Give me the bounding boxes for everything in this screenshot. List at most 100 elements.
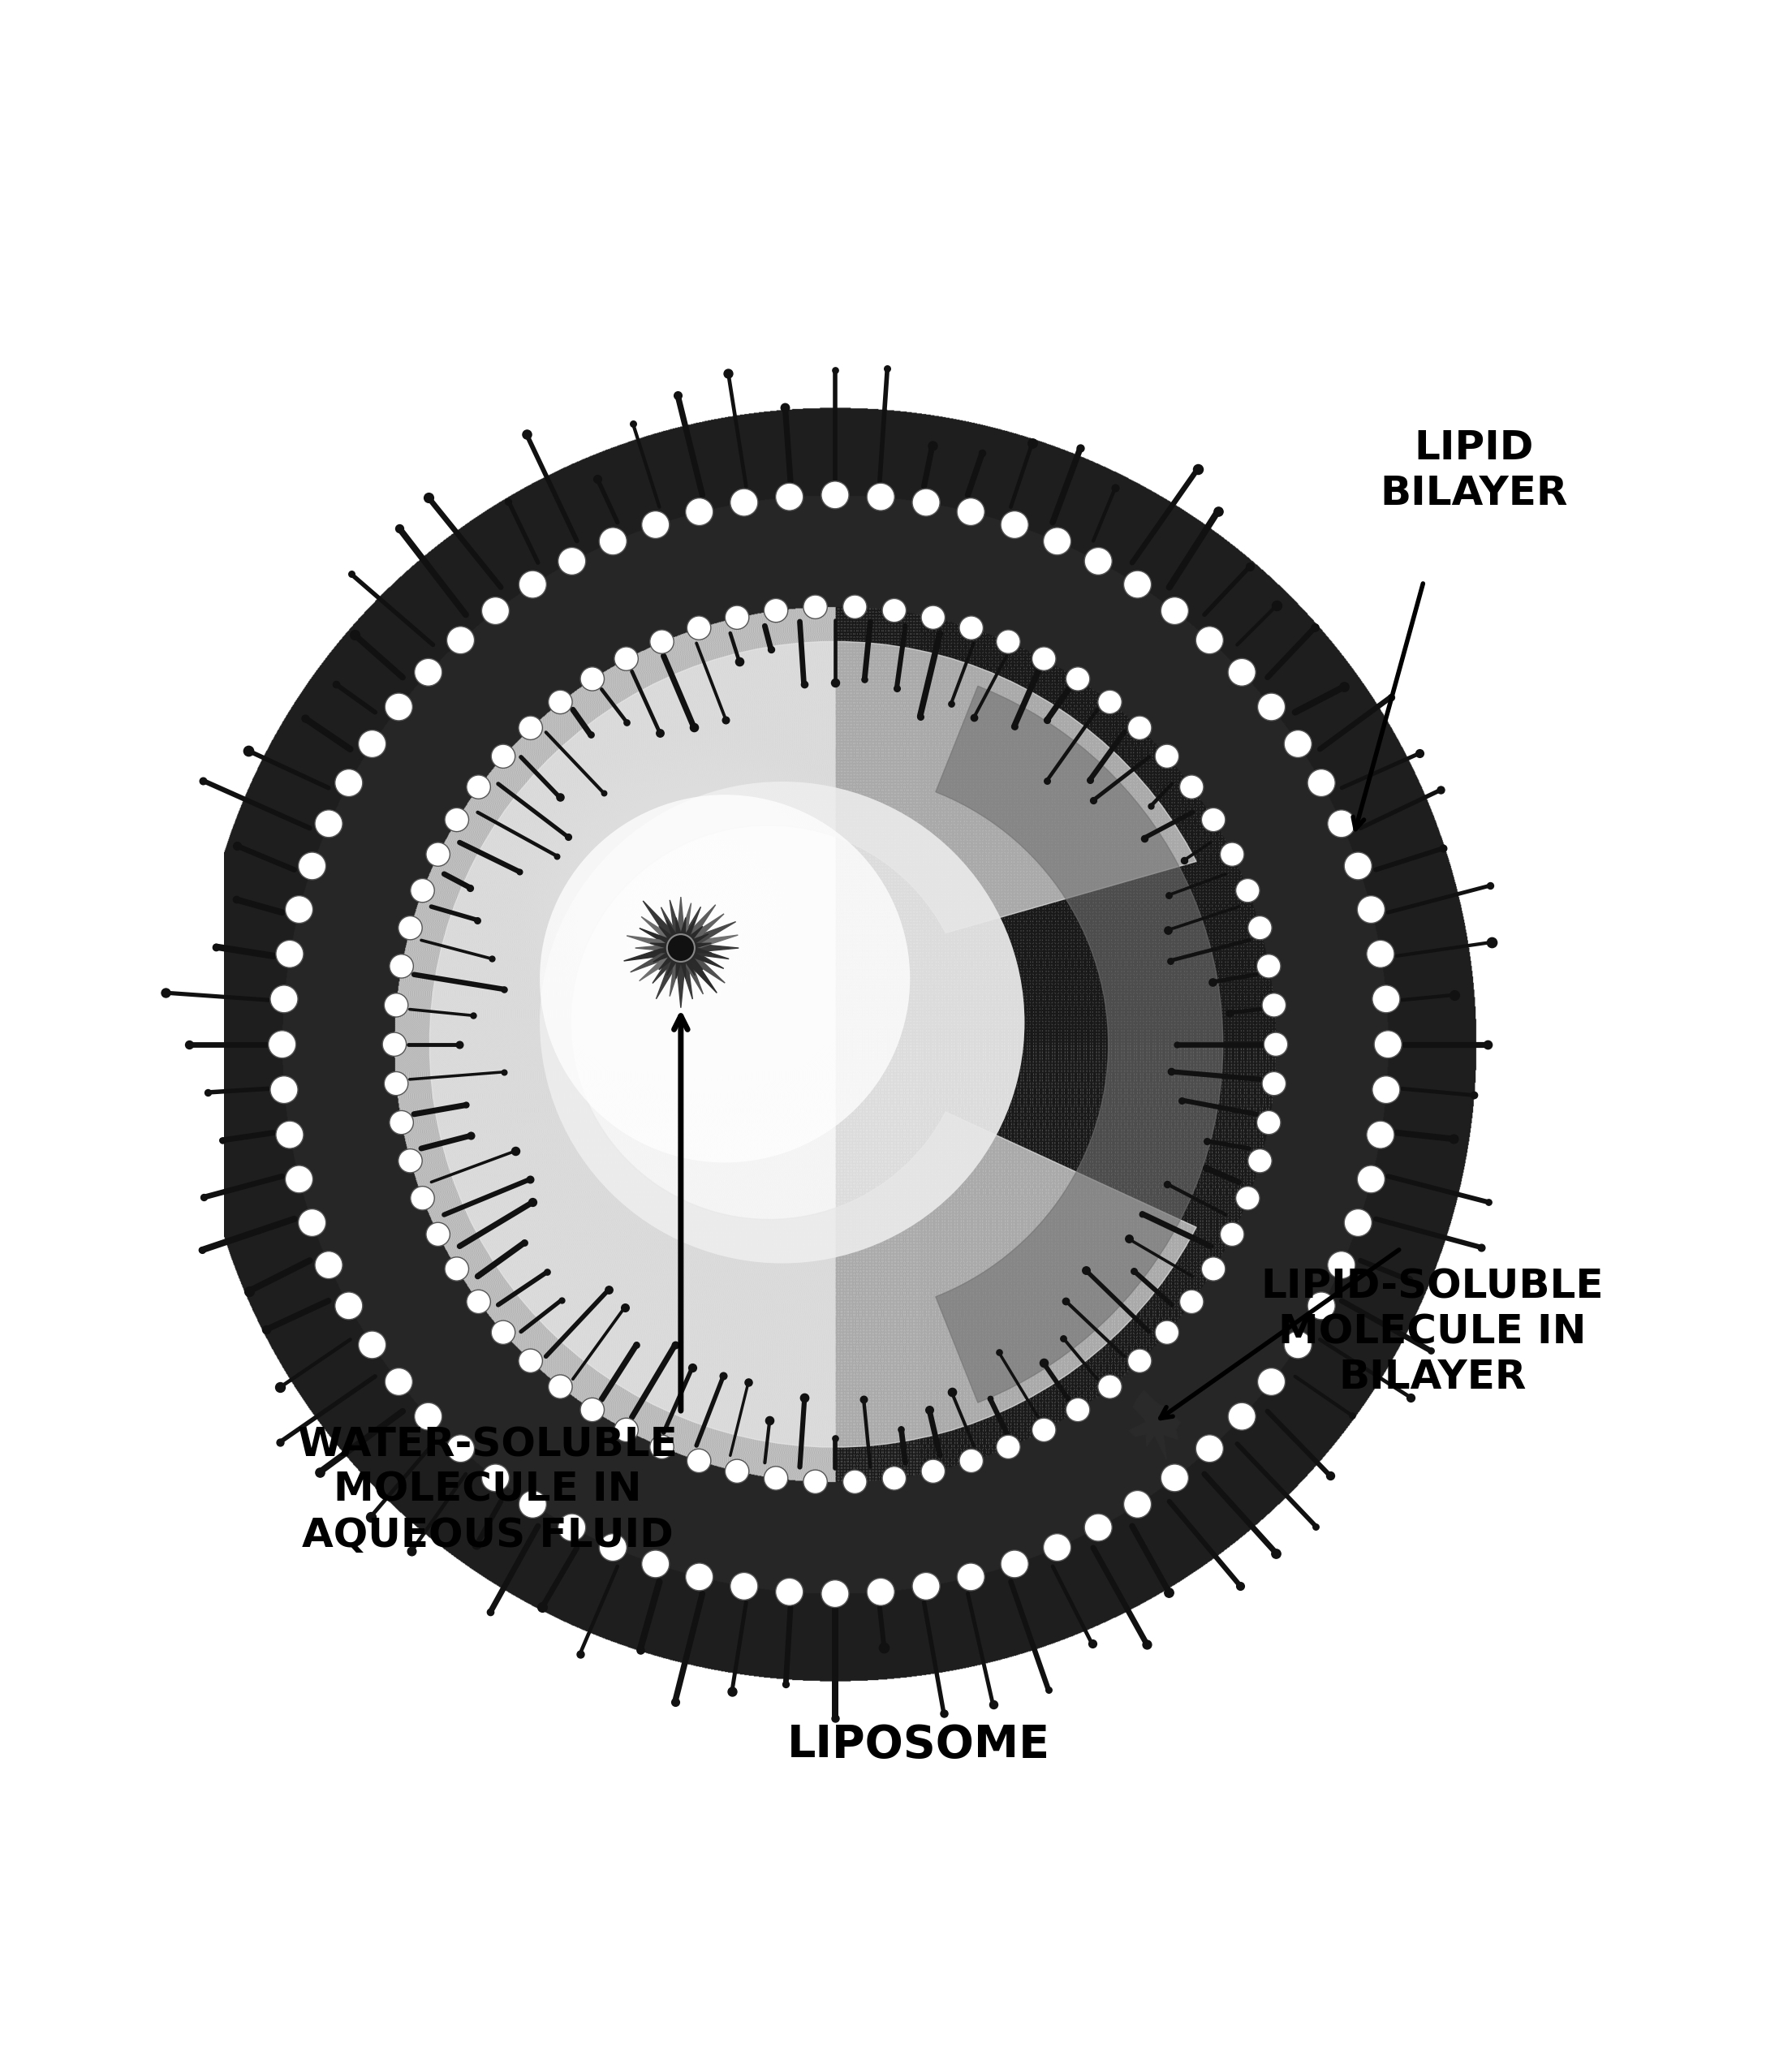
- Polygon shape: [656, 947, 681, 999]
- Polygon shape: [681, 947, 729, 960]
- Circle shape: [1179, 776, 1204, 798]
- Polygon shape: [661, 908, 681, 947]
- Circle shape: [1201, 1257, 1226, 1280]
- Polygon shape: [681, 947, 711, 953]
- Circle shape: [1373, 984, 1400, 1013]
- Circle shape: [1308, 769, 1335, 796]
- Polygon shape: [681, 920, 695, 947]
- Polygon shape: [681, 945, 738, 951]
- Circle shape: [444, 1257, 470, 1280]
- Circle shape: [1308, 1292, 1335, 1319]
- Circle shape: [285, 895, 314, 922]
- Polygon shape: [681, 947, 726, 982]
- Circle shape: [414, 1402, 443, 1431]
- Circle shape: [776, 1578, 803, 1605]
- Circle shape: [276, 941, 303, 968]
- Polygon shape: [640, 947, 681, 980]
- Circle shape: [410, 879, 434, 902]
- Circle shape: [1236, 879, 1260, 902]
- Circle shape: [297, 1210, 326, 1237]
- Circle shape: [842, 596, 867, 618]
- Circle shape: [686, 1450, 711, 1472]
- Circle shape: [650, 631, 674, 653]
- Circle shape: [821, 482, 849, 509]
- Circle shape: [389, 1111, 414, 1135]
- Circle shape: [1328, 1251, 1355, 1278]
- Circle shape: [1344, 852, 1373, 879]
- Circle shape: [1220, 1222, 1244, 1247]
- Circle shape: [686, 1563, 713, 1590]
- Circle shape: [1127, 716, 1152, 740]
- Polygon shape: [681, 943, 711, 949]
- Circle shape: [803, 596, 828, 618]
- Circle shape: [335, 1292, 362, 1319]
- Polygon shape: [624, 947, 681, 962]
- Circle shape: [548, 1375, 572, 1398]
- Circle shape: [276, 1121, 303, 1148]
- Text: WATER-SOLUBLE
MOLECULE IN
AQUEOUS FLUID: WATER-SOLUBLE MOLECULE IN AQUEOUS FLUID: [297, 1425, 677, 1555]
- Circle shape: [1247, 1150, 1272, 1173]
- Circle shape: [921, 1460, 944, 1483]
- Circle shape: [957, 1563, 984, 1590]
- Circle shape: [729, 488, 758, 517]
- Circle shape: [957, 498, 984, 525]
- Circle shape: [1201, 809, 1226, 831]
- Circle shape: [763, 598, 788, 622]
- Circle shape: [1228, 658, 1256, 687]
- Polygon shape: [667, 947, 681, 976]
- Circle shape: [518, 716, 543, 740]
- Circle shape: [446, 1435, 475, 1462]
- Polygon shape: [654, 935, 681, 947]
- Circle shape: [729, 1572, 758, 1601]
- Polygon shape: [1129, 1390, 1181, 1460]
- Circle shape: [1344, 1210, 1373, 1237]
- Circle shape: [271, 984, 297, 1013]
- Circle shape: [1032, 647, 1055, 670]
- Circle shape: [1043, 527, 1072, 554]
- Circle shape: [650, 1435, 674, 1458]
- Circle shape: [1098, 691, 1122, 713]
- Circle shape: [1156, 744, 1179, 767]
- Polygon shape: [681, 947, 702, 970]
- Circle shape: [642, 1551, 670, 1578]
- Circle shape: [1285, 1332, 1312, 1359]
- Circle shape: [867, 484, 894, 511]
- Polygon shape: [681, 947, 692, 999]
- Circle shape: [285, 1166, 314, 1193]
- Circle shape: [1127, 1348, 1152, 1373]
- Polygon shape: [681, 935, 708, 947]
- Circle shape: [1000, 1551, 1029, 1578]
- Polygon shape: [652, 947, 681, 982]
- Circle shape: [921, 606, 944, 629]
- Circle shape: [912, 1572, 941, 1601]
- Circle shape: [491, 1321, 514, 1344]
- Circle shape: [615, 647, 638, 670]
- Circle shape: [398, 916, 423, 939]
- Circle shape: [1357, 895, 1385, 922]
- Polygon shape: [681, 947, 695, 976]
- Circle shape: [1373, 1075, 1400, 1104]
- Circle shape: [726, 606, 749, 629]
- Circle shape: [642, 511, 670, 538]
- Polygon shape: [681, 947, 708, 962]
- Circle shape: [996, 1435, 1020, 1458]
- Polygon shape: [642, 916, 681, 947]
- Circle shape: [1328, 811, 1355, 838]
- Circle shape: [271, 1075, 297, 1104]
- Polygon shape: [654, 947, 681, 962]
- Circle shape: [1236, 1187, 1260, 1210]
- Circle shape: [1161, 1464, 1188, 1491]
- Polygon shape: [670, 900, 681, 947]
- Circle shape: [882, 598, 907, 622]
- Circle shape: [1256, 1111, 1281, 1135]
- Circle shape: [382, 1032, 407, 1057]
- Polygon shape: [643, 902, 681, 947]
- Circle shape: [803, 1470, 828, 1493]
- Circle shape: [1066, 1398, 1090, 1421]
- Circle shape: [1156, 1321, 1179, 1344]
- Circle shape: [1000, 511, 1029, 538]
- Circle shape: [959, 616, 984, 639]
- Polygon shape: [627, 935, 681, 947]
- Polygon shape: [634, 945, 681, 951]
- Circle shape: [383, 1071, 409, 1096]
